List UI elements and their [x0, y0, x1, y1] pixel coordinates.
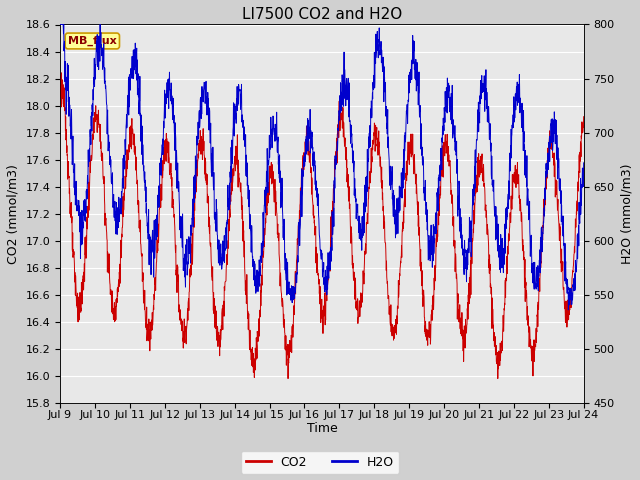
- Y-axis label: H2O (mmol/m3): H2O (mmol/m3): [620, 163, 633, 264]
- Title: LI7500 CO2 and H2O: LI7500 CO2 and H2O: [242, 7, 402, 22]
- Y-axis label: CO2 (mmol/m3): CO2 (mmol/m3): [7, 164, 20, 264]
- X-axis label: Time: Time: [307, 421, 337, 435]
- Text: MB_flux: MB_flux: [68, 36, 116, 46]
- Legend: CO2, H2O: CO2, H2O: [241, 451, 399, 474]
